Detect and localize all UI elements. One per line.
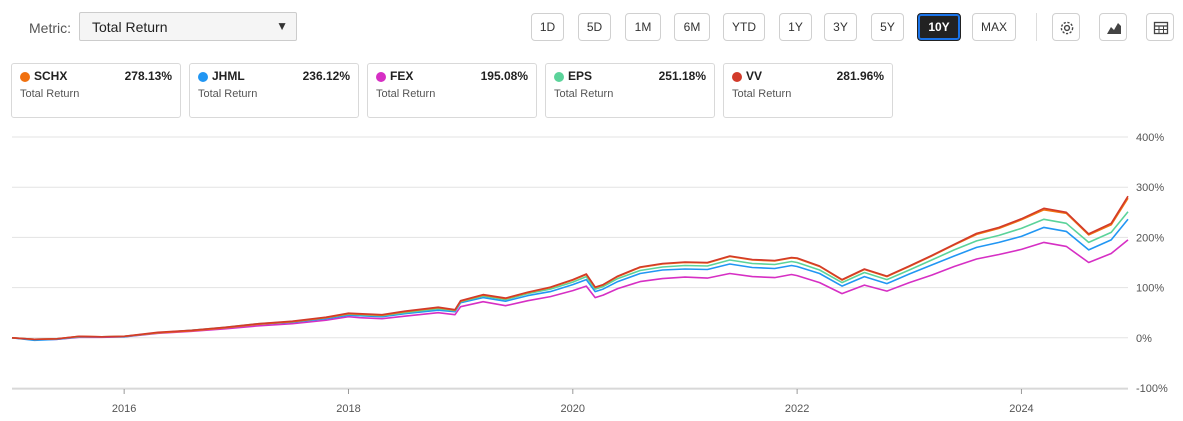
chart-type-button[interactable] — [1099, 13, 1127, 41]
range-button-5y[interactable]: 5Y — [871, 13, 904, 41]
table-view-button[interactable] — [1146, 13, 1174, 41]
legend-metric: Total Return — [198, 88, 258, 100]
metric-select-value: Total Return — [92, 19, 168, 35]
legend-ticker: VV — [746, 69, 763, 83]
y-tick-label: 200% — [1136, 232, 1164, 244]
y-tick-label: 100% — [1136, 283, 1164, 295]
y-tick-label: 400% — [1136, 132, 1164, 144]
legend-metric: Total Return — [20, 88, 80, 100]
x-tick-label: 2020 — [561, 403, 585, 415]
legend-card-vv[interactable]: VV 281.96% Total Return — [723, 63, 893, 118]
y-tick-label: 300% — [1136, 182, 1164, 194]
range-button-max[interactable]: MAX — [972, 13, 1016, 41]
settings-icon — [1060, 21, 1074, 35]
chevron-down-icon: ▼ — [276, 19, 288, 33]
range-button-1y[interactable]: 1Y — [779, 13, 812, 41]
legend-ticker: JHML — [212, 69, 245, 83]
legend-ticker: FEX — [390, 69, 414, 83]
legend-card-eps[interactable]: EPS 251.18% Total Return — [545, 63, 715, 118]
range-button-5d[interactable]: 5D — [578, 13, 611, 41]
series-color-dot — [20, 72, 30, 82]
range-button-10y[interactable]: 10Y — [917, 13, 961, 41]
legend-value: 281.96% — [836, 69, 884, 83]
metric-select[interactable]: Total Return ▼ — [79, 12, 297, 41]
legend-value: 236.12% — [302, 69, 350, 83]
legend-card-fex[interactable]: FEX 195.08% Total Return — [367, 63, 537, 118]
x-tick-label: 2022 — [785, 403, 809, 415]
x-tick-label: 2024 — [1009, 403, 1033, 415]
toolbar-divider — [1036, 13, 1037, 41]
series-color-dot — [376, 72, 386, 82]
y-tick-label: 0% — [1136, 333, 1152, 345]
legend-metric: Total Return — [554, 88, 614, 100]
legend-card-jhml[interactable]: JHML 236.12% Total Return — [189, 63, 359, 118]
series-color-dot — [554, 72, 564, 82]
table-view-icon — [1153, 21, 1169, 35]
y-tick-label: -100% — [1136, 383, 1168, 395]
x-tick-label: 2016 — [112, 403, 136, 415]
series-line-fex — [11, 239, 1129, 341]
metric-label: Metric: — [29, 20, 71, 36]
range-button-ytd[interactable]: YTD — [723, 13, 765, 41]
series-color-dot — [198, 72, 208, 82]
legend-value: 195.08% — [480, 69, 528, 83]
series-color-dot — [732, 72, 742, 82]
range-button-1m[interactable]: 1M — [625, 13, 661, 41]
x-tick-label: 2018 — [336, 403, 360, 415]
legend-value: 278.13% — [124, 69, 172, 83]
series-line-vv — [11, 195, 1129, 341]
series-line-schx — [11, 197, 1129, 341]
legend-card-schx[interactable]: SCHX 278.13% Total Return — [11, 63, 181, 118]
settings-button[interactable] — [1052, 13, 1080, 41]
range-button-3y[interactable]: 3Y — [824, 13, 857, 41]
series-line-eps — [11, 211, 1129, 341]
legend-ticker: SCHX — [34, 69, 68, 83]
legend-metric: Total Return — [732, 88, 792, 100]
legend-metric: Total Return — [376, 88, 436, 100]
legend-value: 251.18% — [658, 69, 706, 83]
chart-type-icon — [1107, 23, 1121, 34]
range-button-6m[interactable]: 6M — [674, 13, 710, 41]
legend-ticker: EPS — [568, 69, 593, 83]
range-button-1d[interactable]: 1D — [531, 13, 564, 41]
